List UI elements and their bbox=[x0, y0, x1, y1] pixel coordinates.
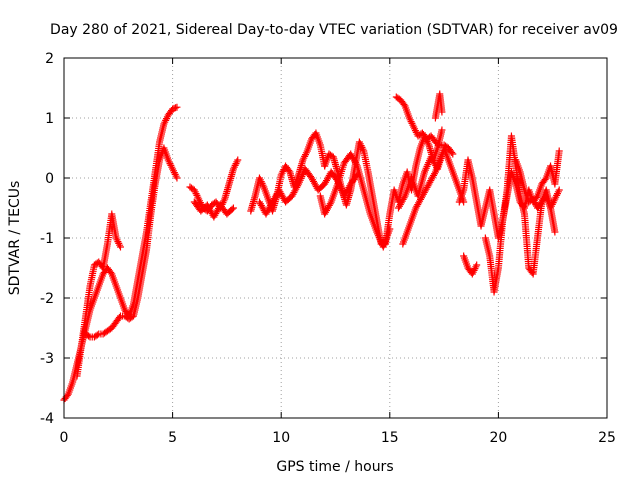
data-point bbox=[326, 200, 334, 208]
data-point bbox=[352, 160, 360, 168]
series-rise_lower bbox=[82, 144, 181, 341]
series-mid_f bbox=[316, 150, 394, 251]
y-tick-label: -2 bbox=[40, 291, 54, 307]
x-axis-label: GPS time / hours bbox=[276, 459, 393, 475]
data-point bbox=[400, 194, 408, 202]
y-axis-label: SDTVAR / TECUs bbox=[7, 181, 23, 296]
series-rise_upper bbox=[73, 210, 124, 380]
axis-ticks: 0 5 10 15 20 25 -4 -3 -2 -1 0 1 2 bbox=[40, 51, 616, 446]
x-tick-label: 0 bbox=[60, 430, 69, 446]
series-late_a bbox=[381, 126, 446, 248]
y-tick-label: 2 bbox=[45, 51, 54, 67]
data-point bbox=[93, 331, 101, 339]
data-point bbox=[555, 147, 563, 155]
x-tick-label: 20 bbox=[489, 430, 507, 446]
data-point bbox=[555, 186, 563, 194]
x-tick-label: 5 bbox=[168, 430, 177, 446]
series-late_d bbox=[399, 150, 446, 248]
data-point bbox=[294, 182, 302, 190]
data-point bbox=[434, 140, 442, 148]
series-mid_c bbox=[247, 129, 329, 215]
data-point bbox=[173, 174, 181, 182]
data-markers bbox=[60, 90, 563, 404]
data-point bbox=[115, 314, 123, 321]
series-late_e bbox=[431, 90, 446, 122]
chart-title: Day 280 of 2021, Sidereal Day-to-day VTE… bbox=[50, 22, 618, 38]
series-late_b bbox=[392, 93, 457, 158]
series-tail_d bbox=[512, 156, 563, 212]
y-tick-label: -3 bbox=[40, 351, 54, 367]
data-point bbox=[430, 170, 438, 178]
data-point bbox=[449, 150, 457, 158]
y-tick-label: -4 bbox=[40, 411, 54, 427]
data-point bbox=[438, 126, 446, 134]
data-point bbox=[285, 167, 293, 174]
data-point bbox=[171, 104, 179, 112]
data-point bbox=[228, 205, 236, 213]
data-point bbox=[229, 204, 237, 212]
data-point bbox=[448, 149, 456, 156]
series-mid_b bbox=[190, 198, 237, 221]
x-tick-label: 10 bbox=[272, 430, 290, 446]
x-tick-label: 25 bbox=[598, 430, 616, 446]
series-tail_c bbox=[460, 252, 481, 278]
x-tick-label: 15 bbox=[381, 430, 399, 446]
data-point bbox=[116, 243, 124, 251]
data-point bbox=[173, 103, 181, 111]
data-point bbox=[551, 228, 559, 236]
data-point bbox=[438, 150, 446, 158]
y-tick-label: 0 bbox=[45, 171, 54, 187]
data-point bbox=[438, 108, 446, 116]
data-point bbox=[85, 332, 93, 340]
series-tail_b bbox=[481, 132, 559, 296]
data-point bbox=[234, 156, 242, 164]
y-tick-label: 1 bbox=[45, 111, 54, 127]
data-point bbox=[473, 261, 481, 269]
y-tick-label: -1 bbox=[40, 231, 54, 247]
